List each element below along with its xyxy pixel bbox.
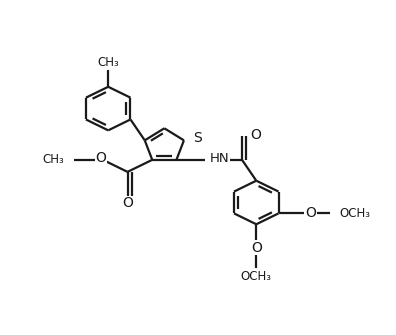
- Text: S: S: [192, 131, 202, 145]
- Text: O: O: [122, 196, 133, 210]
- Text: O: O: [250, 128, 261, 142]
- Text: CH₃: CH₃: [97, 56, 119, 69]
- Text: OCH₃: OCH₃: [241, 270, 272, 282]
- Text: O: O: [95, 151, 106, 165]
- Text: O: O: [305, 206, 316, 220]
- Text: O: O: [251, 241, 262, 255]
- Text: OCH₃: OCH₃: [340, 207, 371, 220]
- Text: CH₃: CH₃: [43, 153, 65, 166]
- Text: HN: HN: [210, 152, 229, 165]
